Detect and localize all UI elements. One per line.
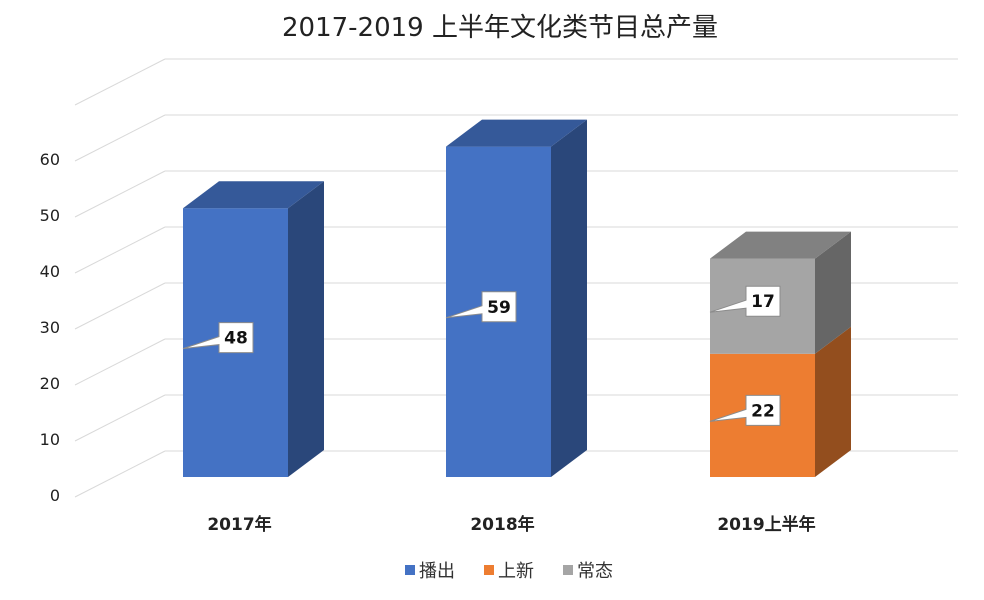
- data-label-box: [709, 394, 781, 426]
- gridline-diag-0: [74, 450, 166, 498]
- gridline-diag-10: [74, 394, 166, 442]
- data-label: 17: [751, 292, 775, 312]
- data-label: 59: [487, 298, 511, 318]
- legend-label: 播出: [419, 561, 455, 582]
- x-axis-categories: 2017年 2018年 2019上半年: [207, 514, 815, 535]
- y-tick-label: 50: [40, 206, 60, 225]
- y-tick-label: 0: [50, 486, 60, 505]
- data-label: 22: [751, 401, 775, 421]
- data-label: 48: [224, 329, 248, 349]
- y-tick-label: 40: [40, 262, 60, 281]
- bar-side-2018年-播出: [551, 119, 587, 477]
- chart-title: 2017-2019 上半年文化类节目总产量: [282, 13, 718, 43]
- y-tick-label: 20: [40, 374, 60, 393]
- legend-swatch-常态: [563, 565, 573, 575]
- y-tick-label: 60: [40, 150, 60, 169]
- bar-side-2017年-播出: [288, 181, 324, 477]
- legend-swatch-上新: [484, 565, 494, 575]
- y-tick-label: 30: [40, 318, 60, 337]
- y-tick-label: 10: [40, 430, 60, 449]
- bar-top-2019上半年-常态: [710, 231, 851, 259]
- gridline-diag-20: [74, 338, 166, 386]
- gridline-diag-top: [74, 58, 166, 106]
- data-label-box: [709, 285, 781, 317]
- data-label-box: [445, 291, 517, 323]
- data-labels: 48 59 22 17: [182, 285, 781, 426]
- legend-swatch-播出: [405, 565, 415, 575]
- bar-side-2019上半年-上新: [815, 326, 851, 477]
- y-axis-ticks: 0 10 20 30 40 50 60: [40, 150, 60, 505]
- x-category-label: 2017年: [207, 514, 271, 535]
- legend-label: 常态: [577, 561, 613, 582]
- x-category-label: 2019上半年: [717, 514, 815, 535]
- legend: 播出 上新 常态: [405, 561, 613, 582]
- bar-top-2018年-播出: [446, 119, 587, 147]
- gridline-diag-50: [74, 170, 166, 218]
- x-category-label: 2018年: [470, 514, 534, 535]
- bar-side-2019上半年-常态: [815, 231, 851, 354]
- gridline-diag-40: [74, 226, 166, 274]
- gridline-diag-30: [74, 282, 166, 330]
- legend-label: 上新: [498, 561, 534, 582]
- data-label-box: [182, 322, 254, 354]
- gridline-diag-60: [74, 114, 166, 162]
- bar-top-2017年-播出: [183, 181, 324, 209]
